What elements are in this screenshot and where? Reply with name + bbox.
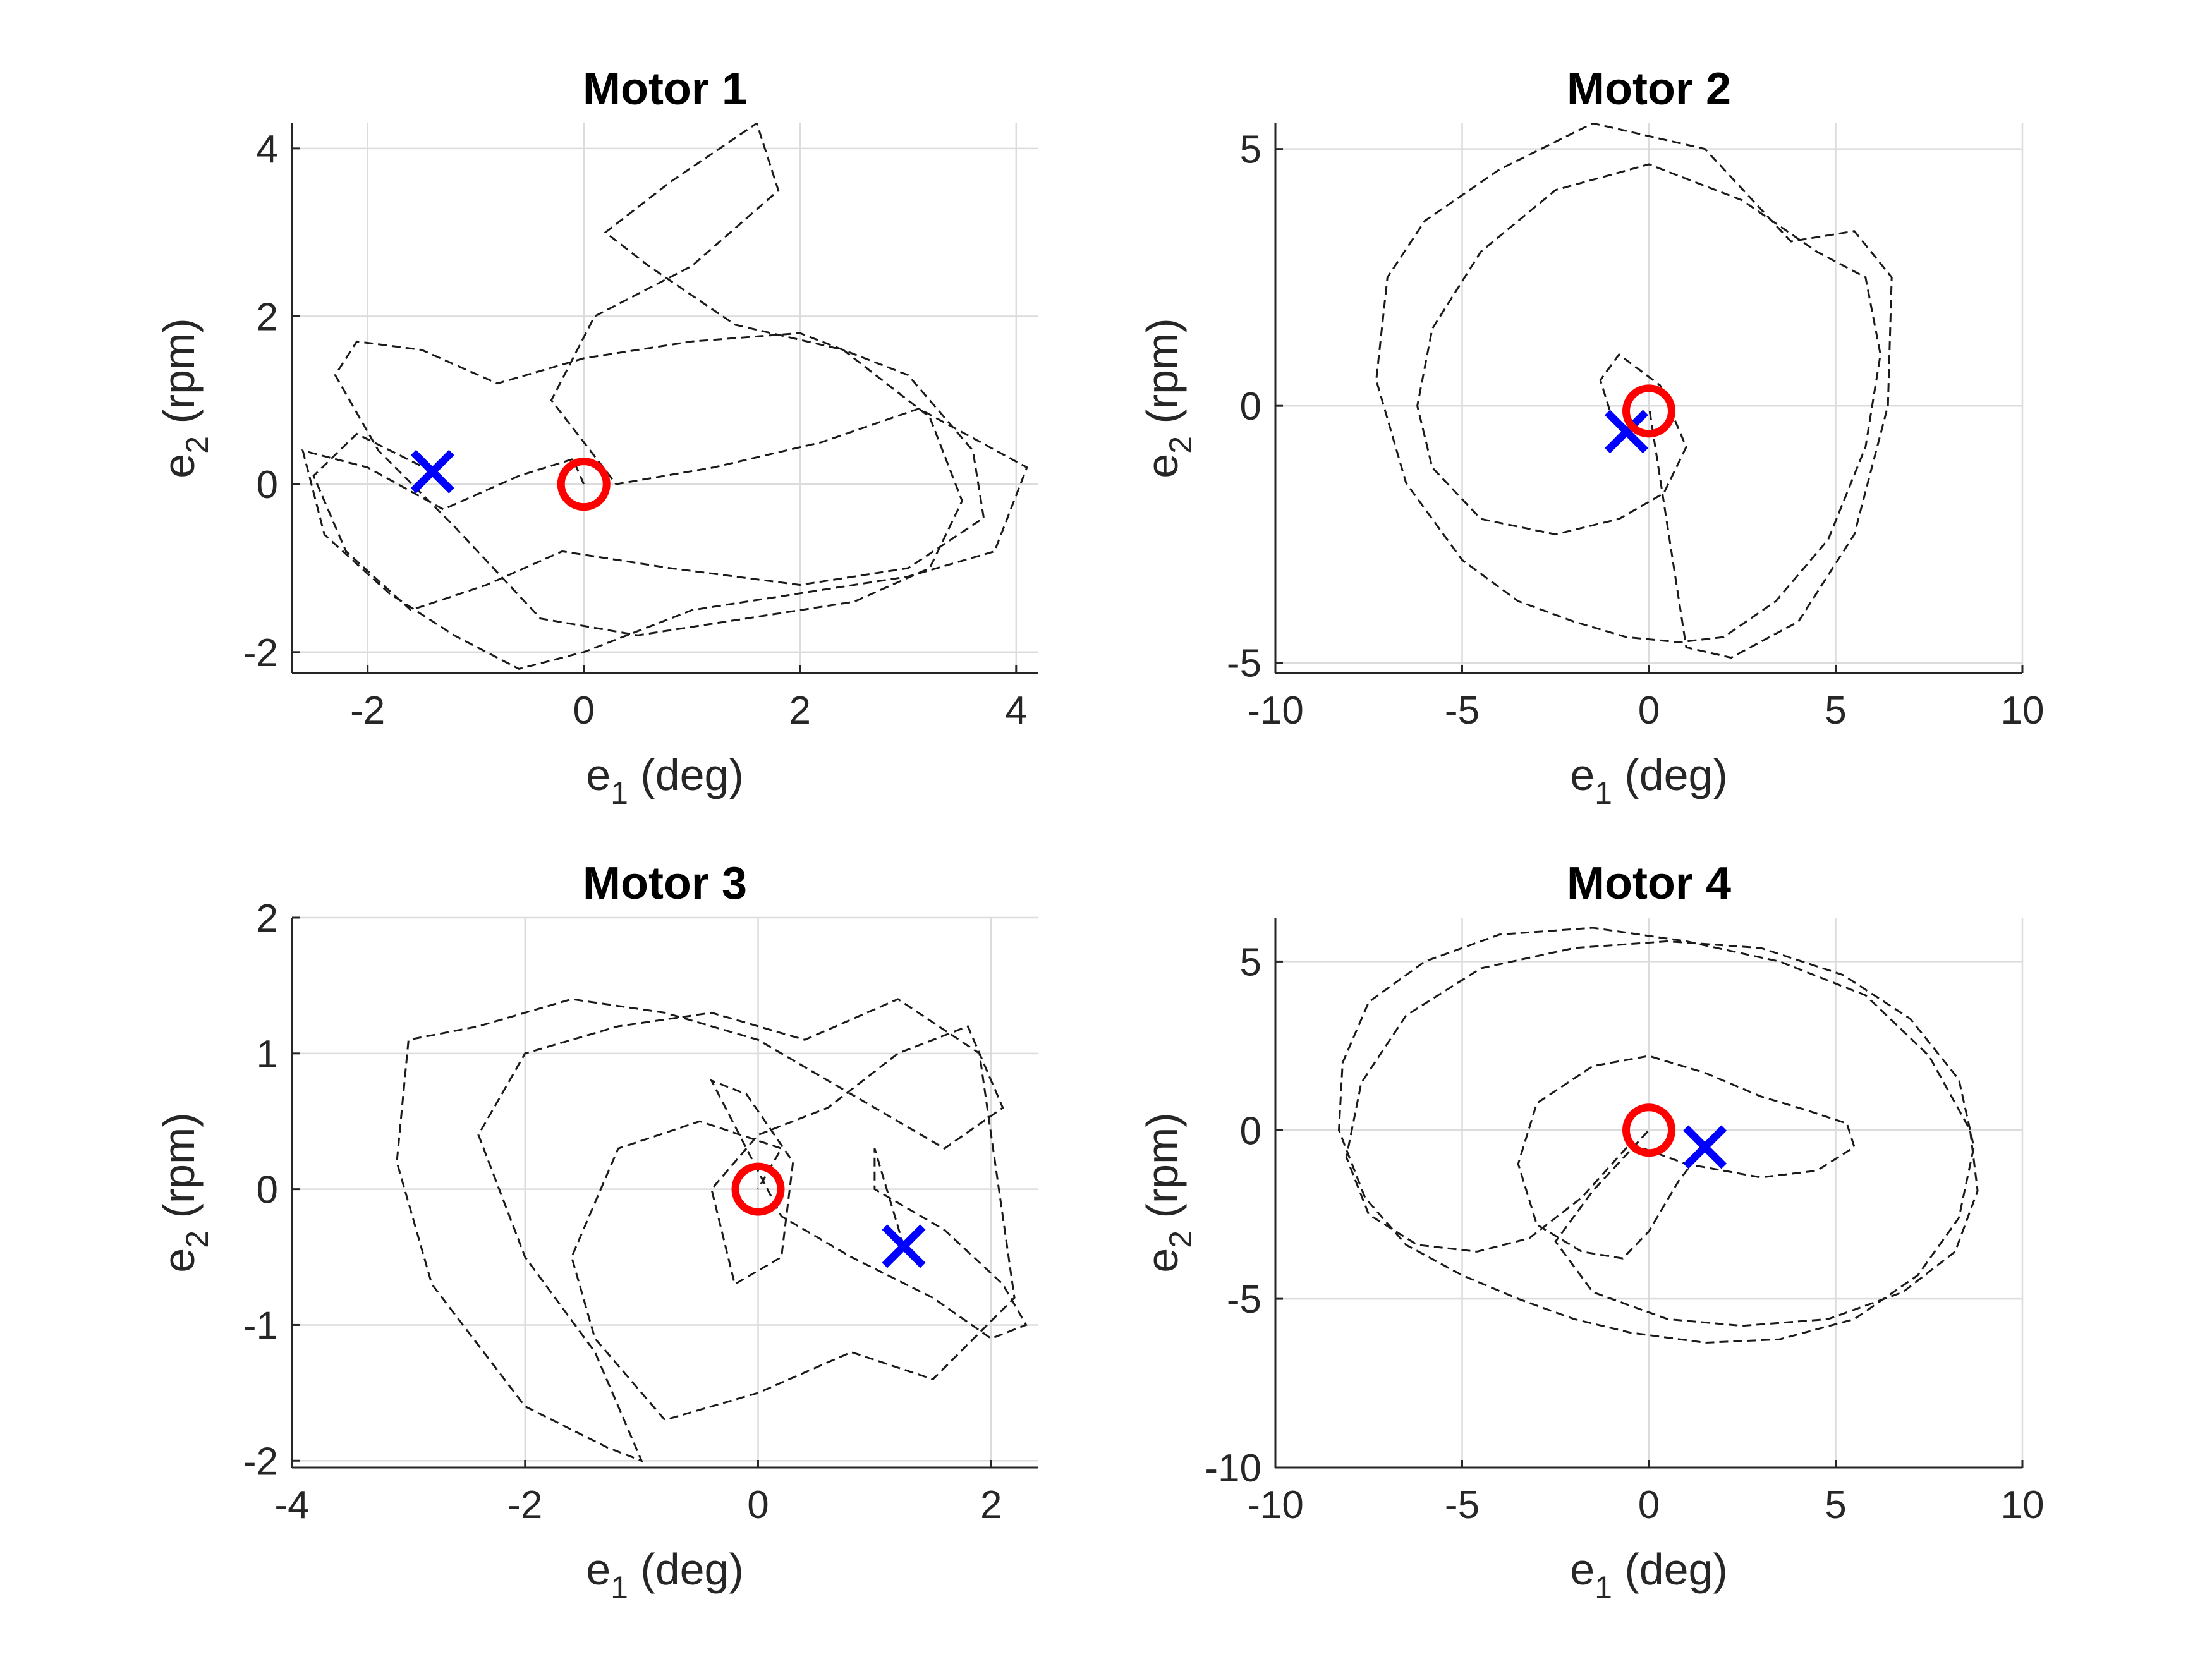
- start-point-cross: [1605, 410, 1649, 454]
- end-point-circle: [1622, 1103, 1675, 1157]
- y-axis-label: e2 (rpm): [154, 318, 215, 478]
- x-tick-label: 2: [980, 1483, 1002, 1527]
- chart-title: Motor 1: [583, 64, 747, 114]
- y-tick-label: -10: [1205, 1447, 1261, 1490]
- x-tick-label: -10: [1247, 689, 1304, 732]
- trajectory-line: [1375, 123, 1893, 659]
- y-axis-label: e2 (rpm): [1138, 1112, 1198, 1272]
- x-tick-label: 0: [573, 689, 594, 732]
- start-point-cross: [1683, 1125, 1727, 1169]
- y-axis-label: e2 (rpm): [1138, 318, 1198, 478]
- plot-area: [301, 123, 1028, 670]
- trajectory-line: [1337, 927, 1979, 1344]
- y-tick-label: 2: [257, 897, 278, 940]
- x-tick-label: -5: [1445, 689, 1480, 732]
- y-tick-label: 0: [257, 463, 278, 507]
- chart-title: Motor 3: [583, 858, 747, 909]
- x-tick-label: 0: [747, 1483, 769, 1527]
- y-tick-label: -2: [243, 631, 278, 675]
- x-tick-label: 0: [1638, 689, 1660, 732]
- y-axis-label: e2 (rpm): [154, 1112, 215, 1272]
- end-point-circle: [1622, 384, 1675, 438]
- y-tick-label: -5: [1227, 642, 1261, 686]
- y-tick-label: 0: [1240, 385, 1261, 428]
- x-axis-label: e1 (deg): [586, 1545, 744, 1605]
- x-tick-label: 10: [2001, 689, 2045, 732]
- y-tick-label: -2: [243, 1440, 278, 1483]
- plot-area: [1337, 927, 1979, 1344]
- start-point-cross: [882, 1224, 926, 1268]
- x-axis-label: e1 (deg): [1570, 750, 1728, 811]
- y-tick-label: 0: [1240, 1109, 1261, 1153]
- y-tick-label: -1: [243, 1304, 278, 1347]
- trajectory-line: [301, 123, 1028, 670]
- cross-stroke: [1605, 410, 1649, 454]
- x-axis-label: e1 (deg): [586, 750, 744, 811]
- x-tick-label: -2: [350, 689, 385, 732]
- x-tick-label: 0: [1638, 1483, 1660, 1527]
- x-tick-label: -2: [507, 1483, 542, 1527]
- y-tick-label: 4: [257, 128, 278, 171]
- x-tick-label: -4: [274, 1483, 309, 1527]
- y-tick-label: 1: [257, 1033, 278, 1076]
- y-tick-label: 2: [257, 295, 278, 339]
- cross-stroke: [410, 449, 454, 494]
- x-axis-label: e1 (deg): [1570, 1545, 1728, 1605]
- start-point-cross: [410, 449, 454, 494]
- cross-stroke: [882, 1224, 926, 1268]
- chart-title: Motor 2: [1567, 64, 1731, 114]
- chart-title: Motor 4: [1567, 858, 1731, 909]
- y-tick-label: -5: [1227, 1278, 1261, 1322]
- x-tick-label: 4: [1006, 689, 1027, 732]
- end-point-circle: [557, 458, 611, 511]
- x-tick-label: -10: [1247, 1483, 1304, 1527]
- y-tick-label: 5: [1240, 940, 1261, 984]
- trajectory-line: [396, 998, 1028, 1462]
- x-tick-label: -5: [1445, 1483, 1480, 1527]
- y-tick-label: 5: [1240, 128, 1261, 172]
- y-tick-label: 0: [257, 1169, 278, 1212]
- x-tick-label: 5: [1825, 689, 1846, 732]
- chart-panel-4: -10 -5 0 5 10 -10 -5 0 5 Motor 4 e1 (deg) e2 (rpm): [1138, 858, 2044, 1605]
- x-tick-label: 5: [1825, 1483, 1846, 1527]
- chart-panel-1: -2 0 2 4 -2 0 2 4 Motor 1 e1 (deg) e2 (rpm): [154, 64, 1038, 811]
- end-point-circle: [731, 1162, 785, 1216]
- cross-stroke: [1683, 1125, 1727, 1169]
- plot-area: [396, 998, 1028, 1462]
- x-tick-label: 10: [2001, 1483, 2045, 1527]
- plot-area: [1375, 123, 1893, 659]
- x-tick-label: 2: [789, 689, 811, 732]
